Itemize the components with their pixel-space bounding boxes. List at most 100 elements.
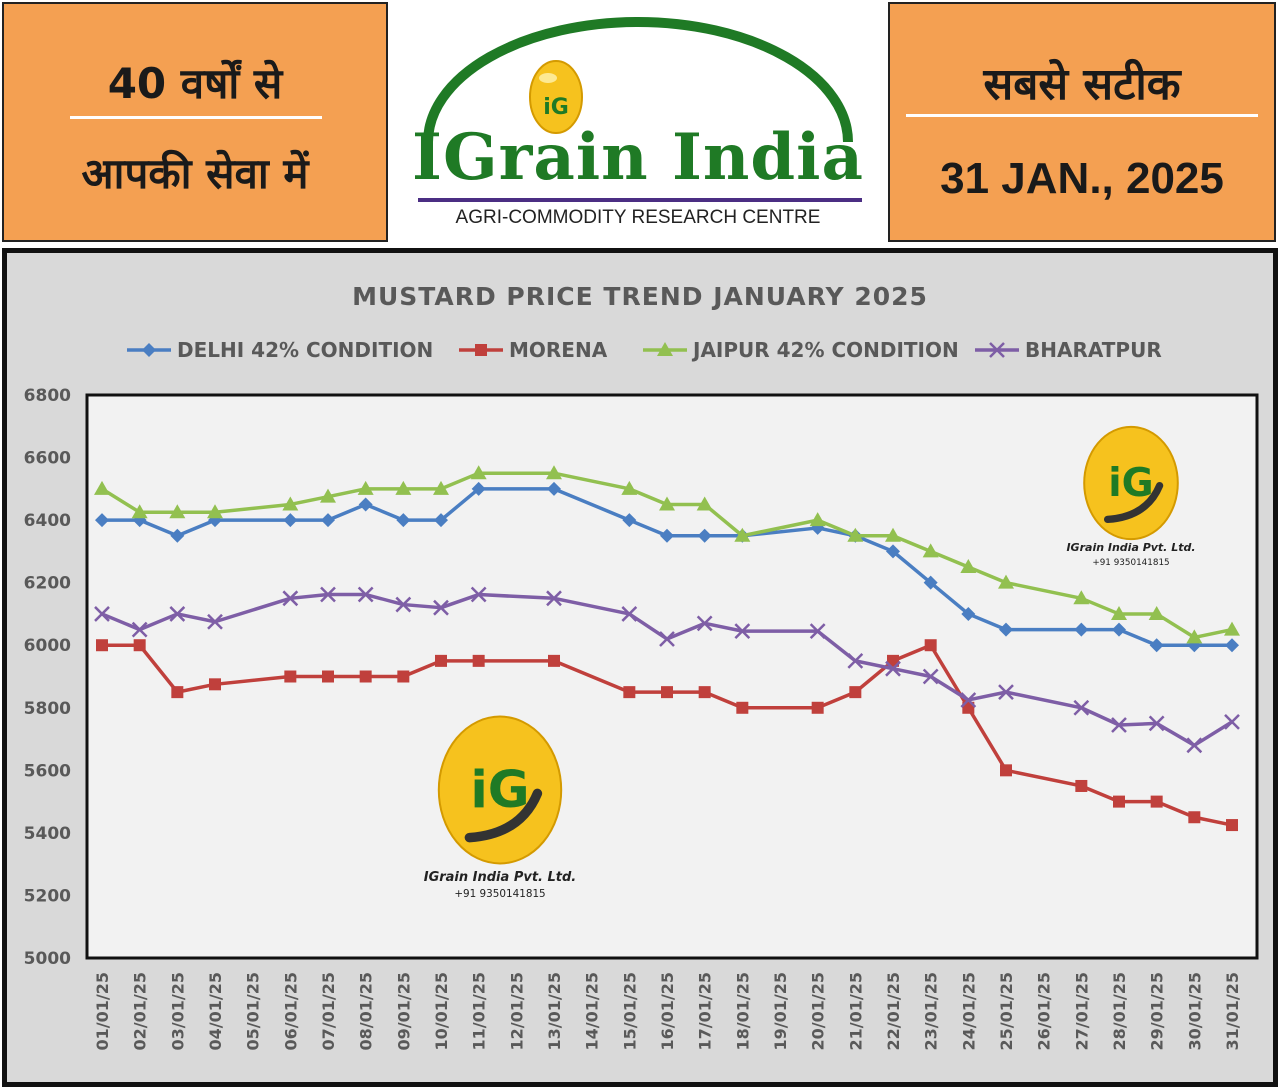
data-point: [1112, 622, 1126, 637]
chart-title: MUSTARD PRICE TREND JANUARY 2025: [352, 282, 928, 311]
data-point: [169, 606, 186, 622]
brand-name: IGrain India: [412, 120, 864, 195]
x-tick-label: 01/01/25: [93, 972, 112, 1050]
data-point: [1226, 819, 1238, 832]
data-point: [133, 639, 146, 652]
data-point: [1000, 764, 1012, 777]
data-point: [811, 701, 824, 714]
legend-label: MORENA: [509, 338, 608, 362]
x-tick-label: 06/01/25: [281, 972, 300, 1050]
data-point: [433, 599, 449, 616]
divider-left: [70, 116, 322, 119]
data-point: [923, 575, 938, 590]
data-point: [359, 670, 372, 683]
data-point: [358, 497, 373, 512]
data-point: [660, 528, 674, 543]
data-point: [95, 513, 109, 528]
data-point: [397, 670, 410, 683]
x-tick-label: 15/01/25: [620, 972, 639, 1050]
legend-item-bharatpur: BHARATPUR: [975, 338, 1162, 362]
data-point: [1073, 590, 1090, 605]
legend-marker: [989, 342, 1005, 358]
x-tick-label: 08/01/25: [357, 972, 376, 1050]
brand-logo-icon: iG: [529, 60, 583, 134]
series-bharatpur: [94, 586, 1240, 754]
data-point: [94, 480, 110, 495]
legend-item-jaipur-42-condition: JAIPUR 42% CONDITION: [643, 338, 959, 362]
x-tick-label: 05/01/25: [244, 972, 263, 1050]
data-point: [736, 701, 749, 714]
data-point: [961, 606, 976, 621]
data-point: [132, 513, 147, 528]
tagline-accurate: सबसे सटीक: [983, 59, 1181, 110]
data-point: [548, 654, 560, 667]
data-point: [472, 654, 485, 667]
header-banner: 40 वर्षों से आपकी सेवा में iG IGrain Ind…: [0, 0, 1280, 246]
price-trend-chart: MUSTARD PRICE TREND JANUARY 2025 DELHI 4…: [24, 282, 1259, 1050]
brand-underline: [418, 198, 862, 202]
x-tick-label: 17/01/25: [696, 972, 715, 1050]
chart-container: MUSTARD PRICE TREND JANUARY 2025 DELHI 4…: [2, 248, 1278, 1087]
y-tick-label: 5800: [24, 699, 71, 719]
x-axis: 01/01/25 02/01/25 03/01/25 04/01/25 05/01/25…: [93, 972, 1242, 1050]
data-point: [697, 528, 712, 543]
data-point: [847, 527, 864, 542]
legend-item-morena: MORENA: [459, 338, 608, 362]
data-point: [357, 586, 374, 603]
data-point: [621, 606, 638, 622]
data-point: [659, 496, 675, 511]
x-tick-label: 07/01/25: [319, 972, 338, 1050]
legend-marker: [657, 342, 673, 356]
x-tick-label: 04/01/25: [206, 972, 225, 1050]
watermark-logo-letters: iG: [470, 761, 529, 820]
x-tick-label: 31/01/25: [1223, 972, 1242, 1050]
y-tick-label: 6400: [24, 511, 71, 531]
series-line: [101, 471, 1233, 640]
data-point: [887, 654, 899, 667]
data-point: [546, 465, 562, 480]
data-point: [320, 488, 336, 503]
legend-marker: [142, 343, 156, 357]
data-point: [283, 513, 298, 528]
legend-label: DELHI 42% CONDITION: [177, 338, 433, 362]
data-point: [623, 686, 636, 699]
data-point: [470, 586, 487, 603]
x-tick-label: 25/01/25: [997, 972, 1016, 1050]
data-point: [395, 596, 412, 613]
data-point: [924, 639, 937, 652]
data-point: [622, 513, 637, 528]
watermark-logo: iG IGrain India Pvt. Ltd. +91 9350141815: [424, 715, 576, 900]
y-tick-label: 6800: [24, 386, 71, 406]
data-point: [998, 684, 1014, 701]
data-point: [1224, 621, 1240, 636]
series-line: [101, 592, 1233, 748]
x-tick-label: 11/01/25: [470, 972, 489, 1050]
y-tick-label: 5000: [24, 949, 71, 969]
data-point: [1148, 605, 1165, 620]
series-group: [94, 465, 1240, 832]
data-point: [960, 559, 977, 574]
brand-tagline: AGRI-COMMODITY RESEARCH CENTRE: [455, 207, 821, 228]
data-point: [169, 504, 186, 519]
data-point: [734, 623, 751, 640]
x-tick-label: 09/01/25: [394, 972, 413, 1050]
data-point: [922, 543, 939, 558]
data-point: [1148, 715, 1165, 732]
data-point: [885, 660, 901, 677]
brand-panel: iG IGrain India AGRI-COMMODITY RESEARCH …: [388, 2, 888, 242]
data-point: [284, 670, 297, 683]
data-point: [131, 504, 148, 519]
data-point: [1186, 629, 1203, 644]
x-tick-label: 13/01/25: [545, 972, 564, 1050]
data-point: [547, 481, 561, 496]
data-point: [1075, 779, 1088, 792]
data-point: [471, 481, 486, 496]
tagline-years: 40 वर्षों से: [107, 59, 283, 108]
data-point: [1111, 717, 1127, 733]
data-point: [849, 686, 862, 699]
data-point: [1224, 713, 1240, 730]
x-tick-label: 29/01/25: [1148, 972, 1167, 1050]
data-point: [734, 527, 751, 542]
series-delhi-42-condition: [95, 481, 1239, 653]
tagline-panel-left: 40 वर्षों से आपकी सेवा में: [2, 2, 388, 242]
